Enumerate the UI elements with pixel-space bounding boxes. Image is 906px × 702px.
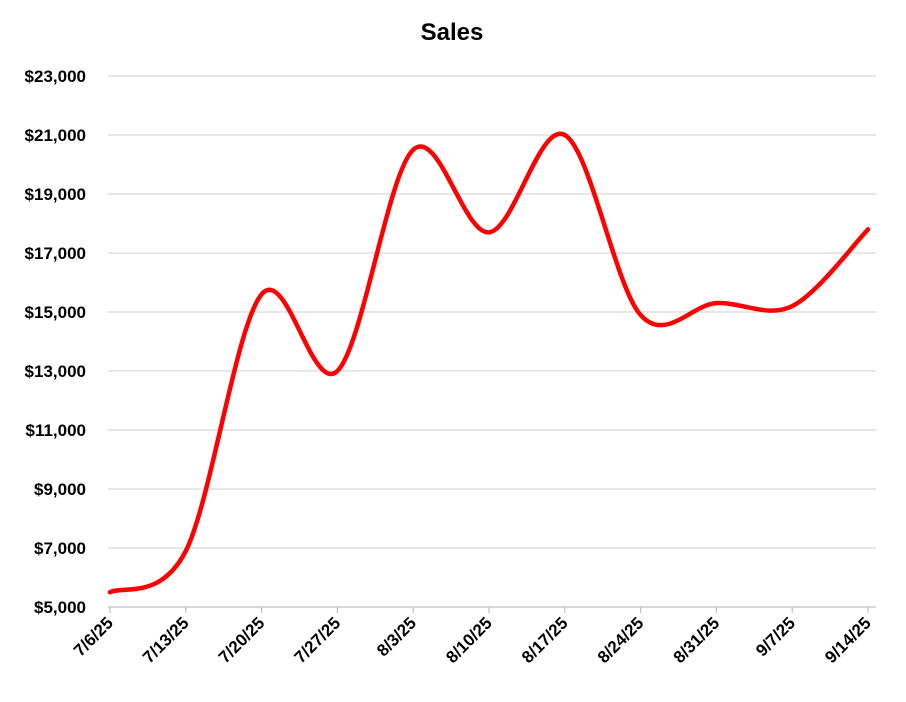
x-tick-label: 9/14/25 [821,613,875,667]
y-tick-label: $17,000 [25,244,86,263]
x-tick-label: 7/27/25 [291,613,345,667]
data-point [184,549,188,553]
y-tick-label: $21,000 [25,126,86,145]
x-tick-label: 8/10/25 [442,613,496,667]
data-point [790,304,794,308]
data-point [866,227,870,231]
data-point [259,292,263,296]
data-point [411,148,415,152]
data-point [487,230,491,234]
x-tick-label: 8/31/25 [670,613,724,667]
x-tick-label: 7/6/25 [70,613,117,660]
data-point [714,301,718,305]
y-tick-label: $23,000 [25,67,86,86]
y-tick-label: $13,000 [25,362,86,381]
series-layer [107,131,871,595]
data-point [108,590,112,594]
y-tick-label: $11,000 [25,421,86,440]
x-tick-label: 7/13/25 [139,613,193,667]
y-tick-label: $9,000 [34,480,86,499]
data-point [335,369,339,373]
x-tick-label: 9/7/25 [752,613,799,660]
chart-title: Sales [421,19,484,46]
x-tick-label: 8/3/25 [373,613,420,660]
y-tick-label: $19,000 [25,185,86,204]
series-line [107,131,871,595]
x-axis [108,606,876,613]
x-tick-label: 8/24/25 [594,613,648,667]
data-point [563,133,567,137]
x-tick-label: 7/20/25 [215,613,269,667]
x-axis-tick-labels: 7/6/25 7/13/25 7/20/25 7/27/25 8/3/25 8/10/25… [70,613,875,667]
y-axis-tick-labels: $5,000 $7,000 $9,000 $11,000 $13,000 $15,000 $… [25,67,86,617]
data-point [638,313,642,317]
y-tick-label: $15,000 [25,303,86,322]
y-tick-label: $5,000 [34,598,86,617]
y-tick-label: $7,000 [34,539,86,558]
x-tick-label: 8/17/25 [518,613,572,667]
